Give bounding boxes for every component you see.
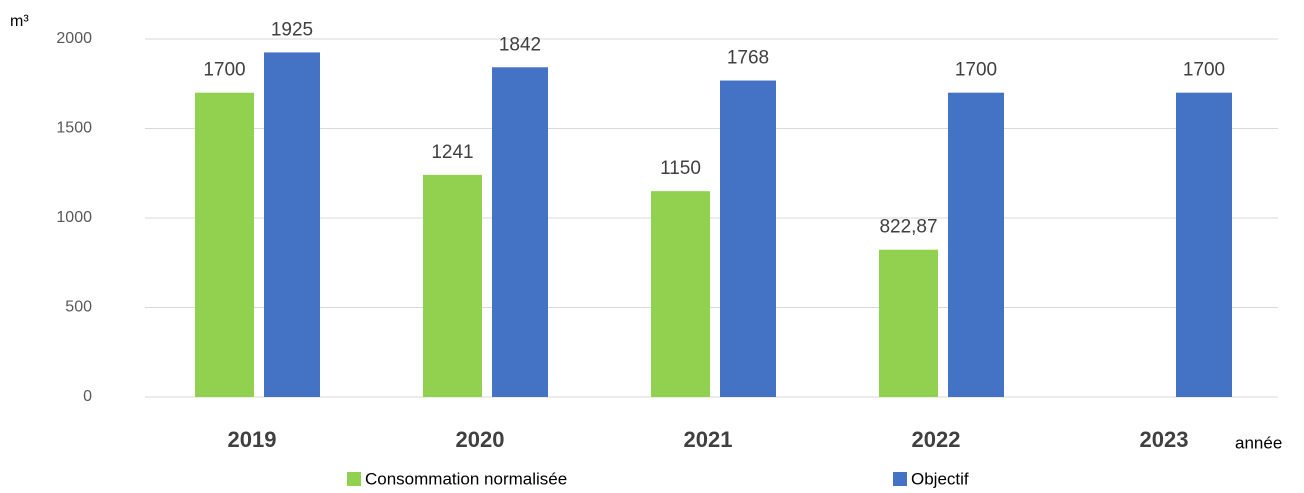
- bar: [264, 52, 320, 398]
- x-tick-label: 2019: [228, 427, 277, 452]
- bar: [1176, 92, 1232, 397]
- legend-swatch: [893, 472, 907, 486]
- legend-swatch: [347, 472, 361, 486]
- x-tick-label: 2021: [684, 427, 733, 452]
- bar: [195, 92, 254, 397]
- value-label: 1925: [271, 19, 313, 40]
- y-tick-label: 2000: [56, 30, 92, 47]
- x-tick-label: 2023: [1140, 427, 1189, 452]
- value-label: 1700: [1183, 60, 1225, 81]
- bar: [423, 174, 482, 397]
- y-tick-label: 1500: [56, 120, 92, 137]
- x-tick-label: 2020: [456, 427, 505, 452]
- legend-label: Consommation normalisée: [365, 469, 567, 488]
- value-label: 1700: [203, 60, 245, 81]
- value-label: 1241: [431, 142, 473, 163]
- x-axis-label: année: [1235, 433, 1282, 452]
- bar: [651, 191, 710, 397]
- x-tick-label: 2022: [912, 427, 961, 452]
- bar: [720, 80, 776, 397]
- y-axis-label: m³: [10, 13, 29, 30]
- bar: [879, 249, 938, 397]
- value-label: 1842: [499, 34, 541, 55]
- legend-label: Objectif: [911, 469, 969, 488]
- value-label: 1768: [727, 48, 769, 69]
- y-tick-label: 0: [83, 388, 92, 405]
- bar: [948, 92, 1004, 397]
- value-label: 822,87: [879, 217, 937, 238]
- y-tick-label: 1000: [56, 209, 92, 226]
- y-tick-label: 500: [65, 299, 92, 316]
- value-label: 1150: [660, 158, 701, 179]
- value-label: 1700: [955, 60, 997, 81]
- bar: [492, 67, 548, 398]
